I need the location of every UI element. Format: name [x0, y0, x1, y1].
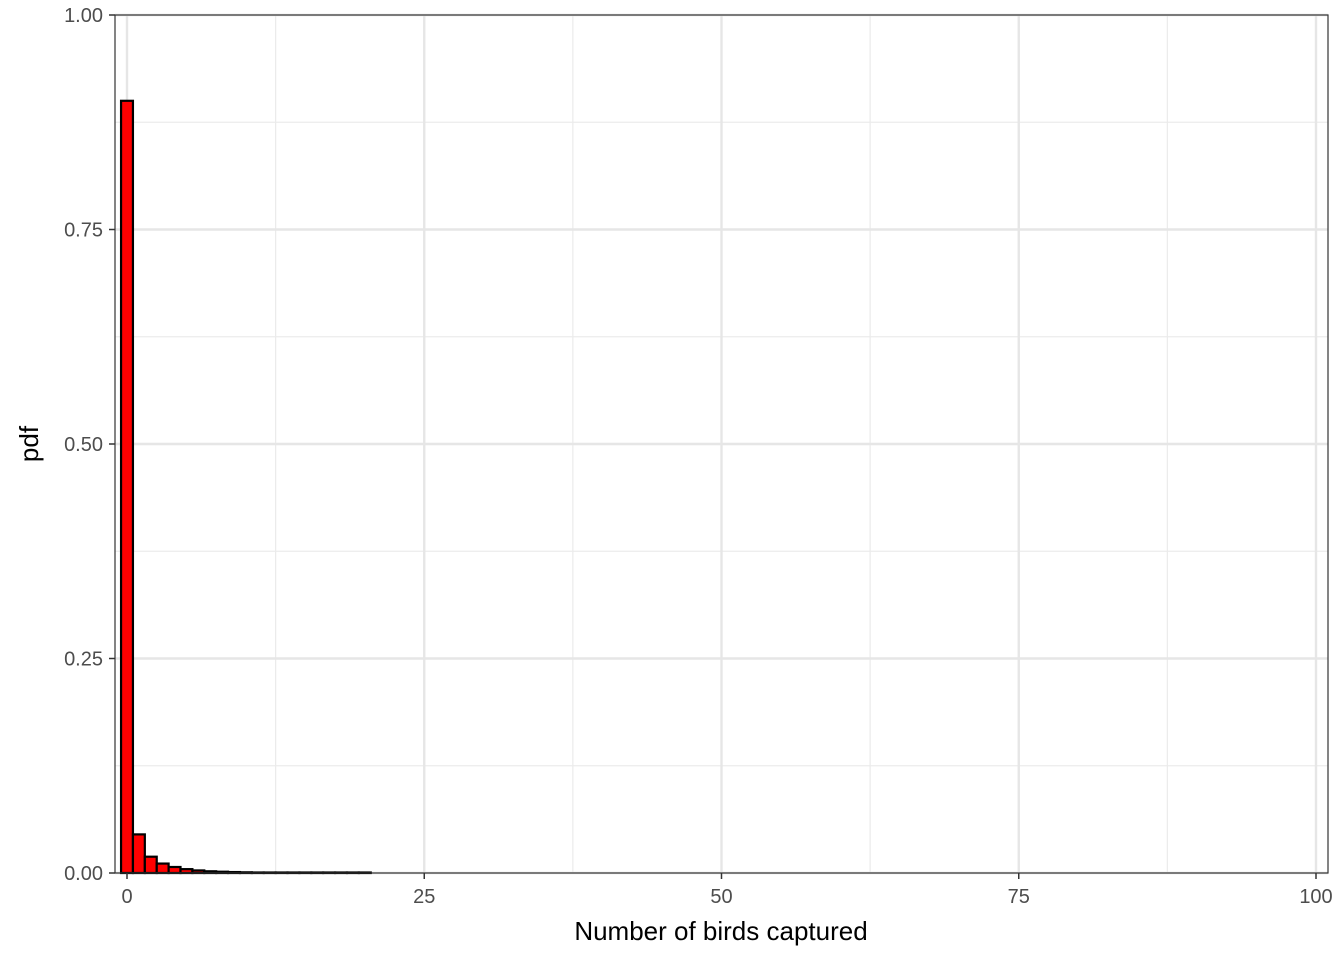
y-tick-label: 0.50 — [64, 434, 103, 456]
y-tick-label: 0.75 — [64, 220, 103, 242]
y-tick-label: 1.00 — [64, 5, 103, 27]
histogram-bar — [119, 99, 135, 875]
x-tick-label: 25 — [413, 886, 435, 908]
y-axis-title: pdf — [14, 425, 44, 462]
histogram-bar — [131, 833, 146, 875]
x-tick-label: 50 — [710, 886, 732, 908]
x-tick-label: 75 — [1008, 886, 1030, 908]
x-tick-label: 0 — [121, 886, 132, 908]
y-axis-ticks: 0.00 0.25 0.50 0.75 1.00 — [64, 5, 115, 885]
x-axis-ticks: 0 25 50 75 100 — [121, 873, 1333, 908]
histogram-bar — [167, 865, 182, 875]
y-tick-label: 0.25 — [64, 649, 103, 671]
x-axis-title: Number of birds captured — [574, 916, 867, 946]
x-tick-label: 100 — [1299, 886, 1332, 908]
histogram-bar — [155, 862, 170, 875]
histogram-bar — [143, 855, 158, 875]
y-tick-label: 0.00 — [64, 863, 103, 885]
